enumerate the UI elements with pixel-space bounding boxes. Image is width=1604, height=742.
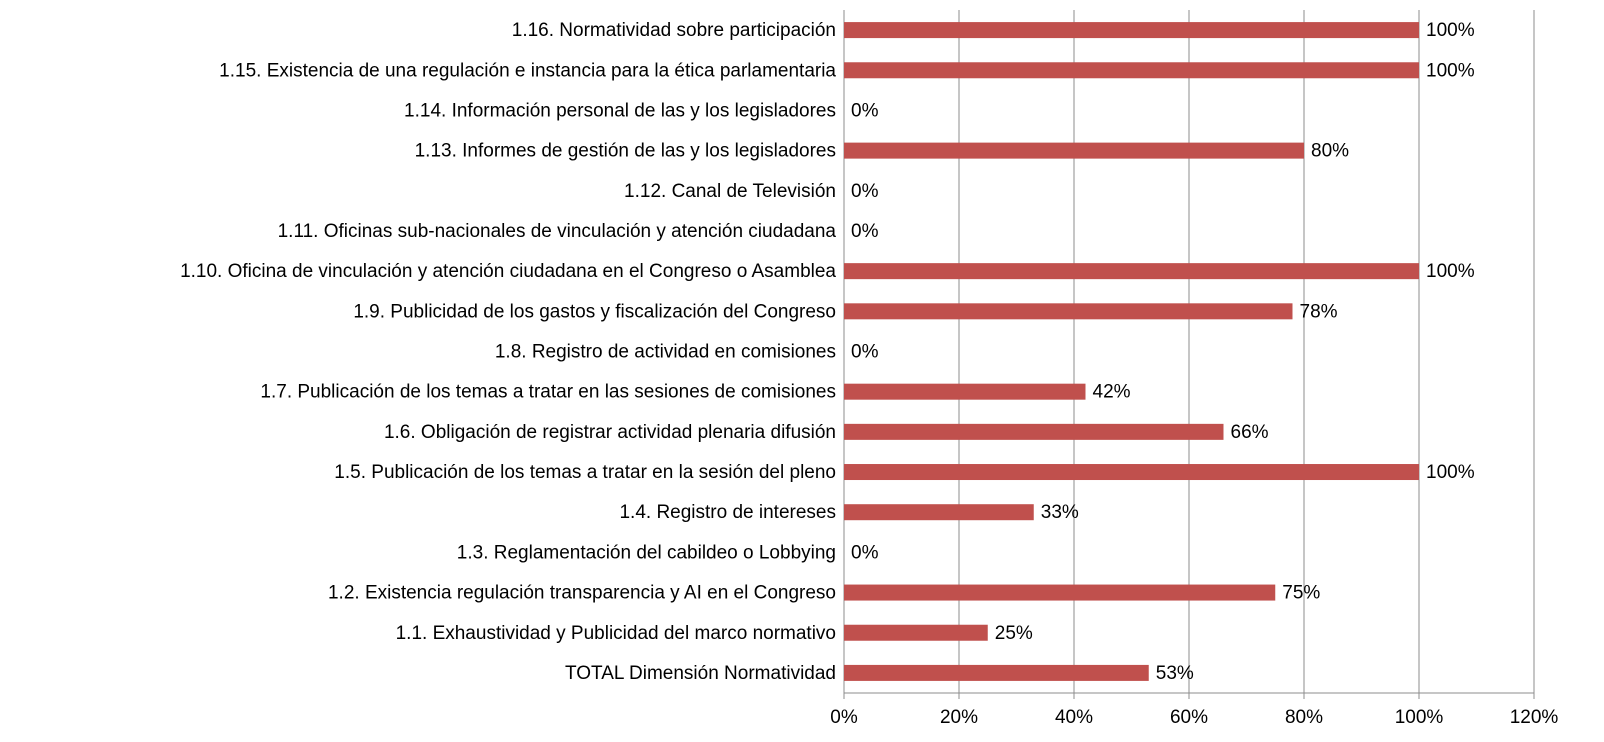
category-label: 1.7. Publicación de los temas a tratar e…	[260, 382, 836, 403]
category-label: 1.11. Oficinas sub-nacionales de vincula…	[278, 221, 837, 242]
value-label: 100%	[1426, 60, 1475, 81]
x-tick-label: 100%	[1395, 707, 1444, 728]
bar	[844, 624, 988, 641]
value-label: 80%	[1311, 141, 1349, 162]
category-label: TOTAL Dimensión Normatividad	[565, 663, 836, 684]
category-label: 1.8. Registro de actividad en comisiones	[495, 342, 836, 363]
category-label: 1.1. Exhaustividad y Publicidad del marc…	[396, 623, 836, 644]
value-label: 100%	[1426, 462, 1475, 483]
category-label: 1.10. Oficina de vinculación y atención …	[180, 261, 836, 282]
x-tick-label: 40%	[1055, 707, 1093, 728]
x-tick-label: 20%	[940, 707, 978, 728]
category-label: 1.4. Registro de intereses	[619, 502, 836, 523]
bar	[844, 142, 1304, 159]
value-label: 0%	[851, 181, 879, 202]
category-label: 1.16. Normatividad sobre participación	[512, 20, 836, 41]
value-label: 100%	[1426, 261, 1475, 282]
bar	[844, 584, 1276, 601]
value-label: 33%	[1041, 502, 1079, 523]
bar	[844, 464, 1419, 481]
category-label: 1.9. Publicidad de los gastos y fiscaliz…	[353, 301, 836, 322]
value-label: 75%	[1282, 583, 1320, 604]
category-label: 1.6. Obligación de registrar actividad p…	[384, 422, 836, 443]
value-label: 66%	[1231, 422, 1269, 443]
bar	[844, 303, 1293, 320]
value-label: 0%	[851, 542, 879, 563]
x-tick-label: 120%	[1510, 707, 1559, 728]
bar	[844, 504, 1034, 521]
x-tick-label: 60%	[1170, 707, 1208, 728]
category-label: 1.12. Canal de Televisión	[624, 181, 836, 202]
x-tick-label: 0%	[830, 707, 858, 728]
bar	[844, 22, 1419, 39]
value-label: 53%	[1156, 663, 1194, 684]
value-label: 78%	[1300, 301, 1338, 322]
value-label: 100%	[1426, 20, 1475, 41]
category-label: 1.14. Información personal de las y los …	[404, 100, 836, 121]
category-label: 1.15. Existencia de una regulación e ins…	[219, 60, 836, 81]
bar	[844, 62, 1419, 79]
bar	[844, 383, 1086, 400]
category-label: 1.3. Reglamentación del cabildeo o Lobby…	[457, 542, 836, 563]
value-label: 25%	[995, 623, 1033, 644]
category-label: 1.5. Publicación de los temas a tratar e…	[334, 462, 836, 483]
category-label: 1.2. Existencia regulación transparencia…	[328, 583, 836, 604]
value-label: 0%	[851, 221, 879, 242]
value-label: 0%	[851, 342, 879, 363]
category-label: 1.13. Informes de gestión de las y los l…	[415, 141, 836, 162]
x-tick-label: 80%	[1285, 707, 1323, 728]
value-label: 42%	[1093, 382, 1131, 403]
value-label: 0%	[851, 100, 879, 121]
bar	[844, 263, 1419, 280]
bar	[844, 664, 1149, 681]
bar	[844, 423, 1224, 440]
